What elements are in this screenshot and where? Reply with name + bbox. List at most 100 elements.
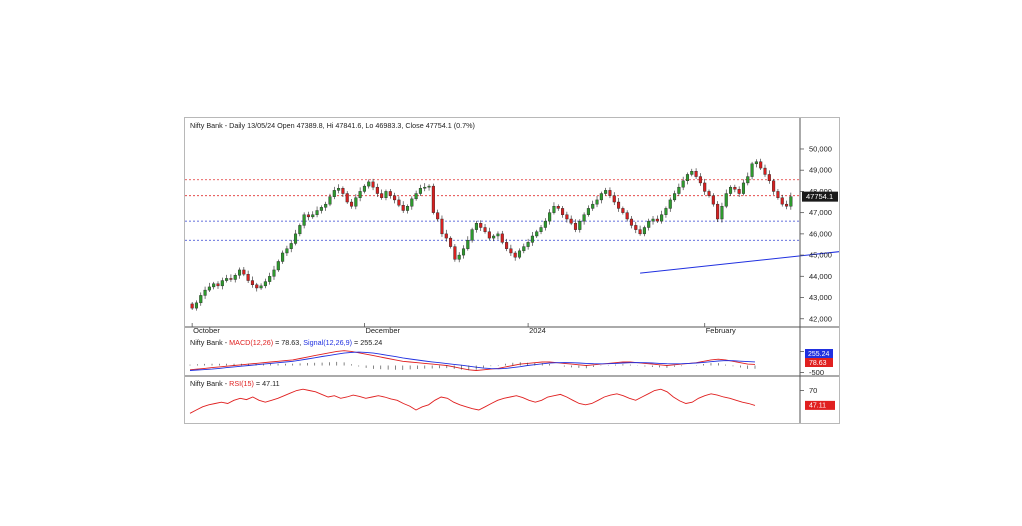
candle-body-83	[548, 212, 552, 222]
candle-body-72	[500, 233, 504, 243]
candle-body-64	[466, 240, 470, 249]
candle-body-124	[724, 193, 728, 207]
candle-body-129	[746, 176, 750, 184]
candle-body-69	[487, 231, 491, 239]
candle-body-18	[268, 276, 272, 282]
candle-body-74	[509, 248, 513, 254]
candle-body-85	[556, 206, 560, 209]
candle-body-125	[729, 186, 733, 194]
candle-body-68	[483, 227, 487, 232]
candle-body-111	[668, 199, 672, 209]
candle-body-28	[311, 214, 315, 218]
candle-body-99	[617, 201, 621, 209]
candle-body-1	[194, 302, 198, 309]
candle-body-118	[698, 176, 702, 184]
candle-body-45	[384, 191, 388, 198]
rsi-ytick-label-0: 70	[809, 386, 817, 395]
candle-body-43	[375, 186, 379, 194]
price-candles	[190, 158, 793, 311]
candle-body-82	[543, 220, 547, 228]
candle-body-30	[319, 207, 323, 211]
candle-body-120	[707, 191, 711, 196]
candle-body-126	[733, 186, 737, 190]
candle-body-27	[306, 214, 310, 218]
rsi-y-axis: 70	[800, 386, 817, 395]
candle-body-87	[565, 214, 569, 220]
candle-body-55	[427, 185, 431, 188]
candle-body-22	[285, 248, 289, 254]
price-panel: OctoberDecember2024FebruaryMarchAprilMay…	[185, 118, 1022, 423]
candle-body-42	[371, 181, 375, 188]
candle-body-33	[332, 190, 336, 197]
candle-body-116	[690, 171, 694, 175]
macd-histogram	[189, 361, 756, 371]
candle-body-39	[358, 191, 362, 198]
price-xtick-label-1: December	[365, 326, 400, 335]
candle-body-4	[207, 286, 211, 291]
candle-body-0	[190, 303, 194, 309]
candle-body-63	[461, 248, 466, 256]
candle-body-40	[362, 185, 366, 192]
candle-body-81	[539, 227, 543, 232]
candle-body-29	[315, 210, 319, 215]
candle-body-80	[535, 231, 539, 237]
candle-body-7	[220, 280, 224, 287]
candle-body-61	[453, 246, 457, 260]
candle-body-8	[225, 278, 229, 281]
candle-body-108	[655, 218, 659, 222]
candle-body-57	[436, 212, 440, 220]
price-ytick-label-2: 44,000	[809, 272, 832, 281]
rsi-line	[189, 388, 756, 414]
price-ytick-label-3: 45,000	[809, 251, 832, 260]
candle-body-16	[259, 285, 263, 289]
candle-body-32	[328, 196, 332, 205]
candle-body-135	[772, 180, 776, 192]
candle-body-128	[741, 182, 746, 194]
price-last-value-box	[802, 191, 838, 202]
price-y-axis: 42,000 43,000 44,000 45,000 46,000 47,000 48,0…	[800, 144, 832, 323]
candle-body-127	[737, 189, 741, 194]
candle-body-23	[289, 243, 293, 249]
rsi-title: Nifty Bank - RSI(15) = 47.11	[190, 379, 280, 388]
price-ytick-label-0: 42,000	[809, 314, 832, 323]
candle-body-138	[785, 203, 789, 207]
signal-value-box	[805, 349, 833, 358]
candle-body-123	[720, 206, 724, 220]
candle-body-100	[621, 208, 625, 213]
candle-body-58	[440, 218, 444, 235]
candle-body-52	[414, 193, 418, 200]
candle-body-88	[569, 218, 573, 224]
candle-body-122	[716, 203, 720, 220]
candle-body-89	[573, 223, 578, 230]
candle-body-90	[578, 220, 582, 230]
candle-body-19	[272, 269, 276, 277]
candle-body-75	[513, 252, 517, 258]
price-ytick-label-5: 47,000	[809, 208, 832, 217]
candle-body-9	[229, 278, 233, 280]
candle-body-117	[694, 171, 698, 177]
price-chart-title: Nifty Bank - Daily 13/05/24 Open 47389.8…	[190, 121, 475, 130]
candle-body-38	[354, 197, 358, 207]
candle-body-73	[505, 242, 509, 249]
candle-body-2	[199, 295, 203, 304]
price-xtick-label-2: 2024	[529, 326, 546, 335]
candle-body-139	[789, 196, 793, 207]
candle-body-103	[634, 225, 638, 230]
candle-body-112	[673, 193, 677, 201]
candle-body-65	[470, 229, 474, 241]
chart-frame: OctoberDecember2024FebruaryMarchAprilMay…	[184, 117, 1022, 424]
candle-body-76	[517, 250, 522, 258]
candle-body-5	[212, 283, 216, 288]
candle-body-50	[405, 206, 410, 211]
candle-body-35	[341, 188, 345, 194]
price-ytick-label-4: 46,000	[809, 229, 832, 238]
candle-body-59	[444, 233, 448, 239]
price-plot-background	[185, 118, 800, 327]
macd-value-text: 78.63	[809, 360, 827, 367]
candle-body-24	[293, 233, 298, 244]
candle-body-97	[608, 190, 612, 196]
candle-body-53	[418, 188, 422, 194]
candle-body-51	[410, 198, 414, 207]
candle-body-12	[242, 269, 246, 275]
candle-body-130	[750, 163, 754, 177]
